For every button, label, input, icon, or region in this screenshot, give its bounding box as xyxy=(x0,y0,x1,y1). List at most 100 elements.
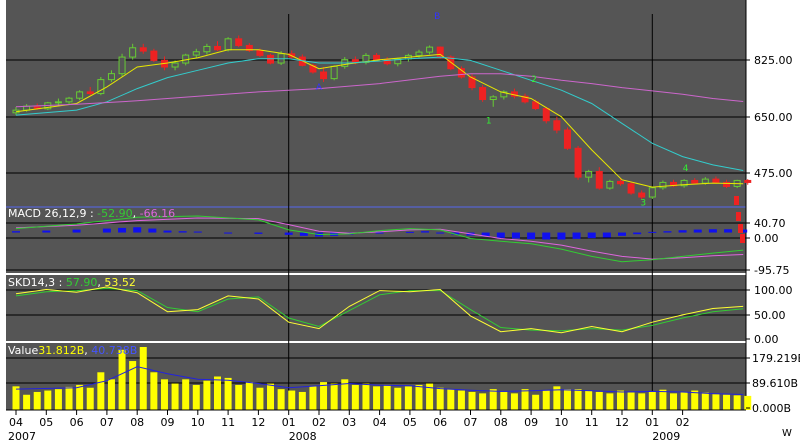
x-tick-label: 03 xyxy=(342,416,356,429)
skd-ytick-label: 100.00 xyxy=(754,284,793,297)
macd-legend: MACD 26,12,9 : -52.90, -66.16 xyxy=(8,207,175,220)
candle-up xyxy=(129,47,137,58)
volume-bar xyxy=(256,387,264,410)
macd-histogram-bar xyxy=(375,232,384,234)
volume-bar xyxy=(436,387,444,410)
volume-bar xyxy=(383,384,391,410)
macd-histogram-bar xyxy=(708,229,717,233)
x-tick-label: 05 xyxy=(39,416,53,429)
candle-up xyxy=(701,178,709,184)
volume-bar xyxy=(510,393,518,410)
candle-down xyxy=(542,107,550,122)
candle-down xyxy=(213,45,221,51)
candle-down xyxy=(553,120,561,131)
wave-letter-label: B xyxy=(434,12,440,22)
volume-bar xyxy=(54,389,62,410)
price-ytick-label: 650.00 xyxy=(754,111,793,124)
volume-bar xyxy=(415,384,423,410)
volume-bar xyxy=(426,383,434,410)
skd-legend-separator: , xyxy=(97,276,104,289)
volume-bar xyxy=(447,389,455,410)
volume-bar xyxy=(532,394,540,410)
x-tick-label: 12 xyxy=(251,416,265,429)
volume-bar xyxy=(680,391,688,410)
candle-up xyxy=(426,46,434,53)
macd-histogram-bar xyxy=(648,231,657,233)
macd-histogram-bar xyxy=(178,231,187,233)
x-tick-label: 11 xyxy=(221,416,235,429)
wave-letter-label: A xyxy=(316,83,323,93)
skd-legend: SKD14,3 : 57.90, 53.52 xyxy=(8,276,136,289)
candle-down xyxy=(638,192,646,198)
volume-legend-value: 31.812B xyxy=(38,344,84,357)
volume-bar xyxy=(521,389,529,410)
x-tick-label: 09 xyxy=(161,416,175,429)
volume-bar xyxy=(65,386,73,410)
wave-count-label: 4 xyxy=(683,164,689,174)
volume-bar xyxy=(129,361,137,410)
candle-up xyxy=(107,73,115,81)
volume-bar xyxy=(373,386,381,410)
candle-up xyxy=(394,58,402,65)
x-year-label: 2007 xyxy=(8,430,36,442)
macd-histogram-bar xyxy=(572,232,581,239)
macd-histogram-bar xyxy=(133,227,142,233)
candle-down xyxy=(256,49,264,56)
macd-histogram-bar xyxy=(678,230,687,233)
volume-bar xyxy=(648,391,656,410)
volume-bar xyxy=(86,387,94,410)
volume-legend: Value31.812B, 40.738B xyxy=(8,344,137,357)
volume-ytick-label: 179.219B xyxy=(752,352,800,365)
candle-down xyxy=(235,38,243,46)
volume-bar xyxy=(468,391,476,410)
candle-down xyxy=(744,179,752,183)
x-tick-label: 11 xyxy=(585,416,599,429)
volume-bar xyxy=(691,390,699,410)
candle-down xyxy=(532,101,540,109)
volume-bar xyxy=(118,349,126,410)
volume-bar xyxy=(33,391,41,410)
volume-bar xyxy=(192,384,200,410)
x-tick-label: 06 xyxy=(70,416,84,429)
volume-bar xyxy=(553,386,561,410)
macd-histogram-bar xyxy=(481,232,490,237)
skd-legend-k-value: 57.90 xyxy=(66,276,98,289)
candle-down xyxy=(320,71,328,80)
x-tick-label: 10 xyxy=(191,416,205,429)
volume-bar xyxy=(23,394,31,410)
macd-legend-title: MACD 26,12,9 : xyxy=(8,207,97,220)
volume-bar xyxy=(712,394,720,410)
volume-bar xyxy=(595,391,603,410)
volume-bar xyxy=(606,393,614,410)
volume-moving-average-line xyxy=(15,366,744,395)
volume-bar xyxy=(616,390,624,410)
volume-bar xyxy=(585,390,593,410)
macd-ytick-label: -95.75 xyxy=(754,264,789,277)
volume-bar xyxy=(97,372,105,410)
macd-histogram-bar xyxy=(451,232,460,235)
macd-histogram-bar xyxy=(224,232,233,234)
macd-histogram-bar xyxy=(12,231,20,233)
candle-up xyxy=(171,62,179,68)
volume-bar xyxy=(574,389,582,410)
x-tick-label: 12 xyxy=(615,416,629,429)
volume-bar xyxy=(563,389,571,410)
skd-legend-title: SKD14,3 : xyxy=(8,276,66,289)
volume-bar xyxy=(12,386,20,410)
volume-bar xyxy=(670,393,678,410)
x-tick-label: 01 xyxy=(282,416,296,429)
volume-bar xyxy=(320,382,328,410)
macd-histogram-bar xyxy=(587,232,596,239)
volume-bar xyxy=(627,392,635,410)
volume-bar xyxy=(288,390,296,410)
macd-histogram-bar xyxy=(193,231,202,233)
candle-down xyxy=(373,54,381,61)
candle-down xyxy=(139,47,147,52)
volume-bar xyxy=(479,393,487,410)
volume-bar xyxy=(245,382,253,410)
candle-down xyxy=(627,183,635,194)
volume-bar xyxy=(213,376,221,410)
candle-down xyxy=(521,95,529,103)
macd-histogram-bar xyxy=(527,232,536,240)
candle-down xyxy=(712,178,720,183)
